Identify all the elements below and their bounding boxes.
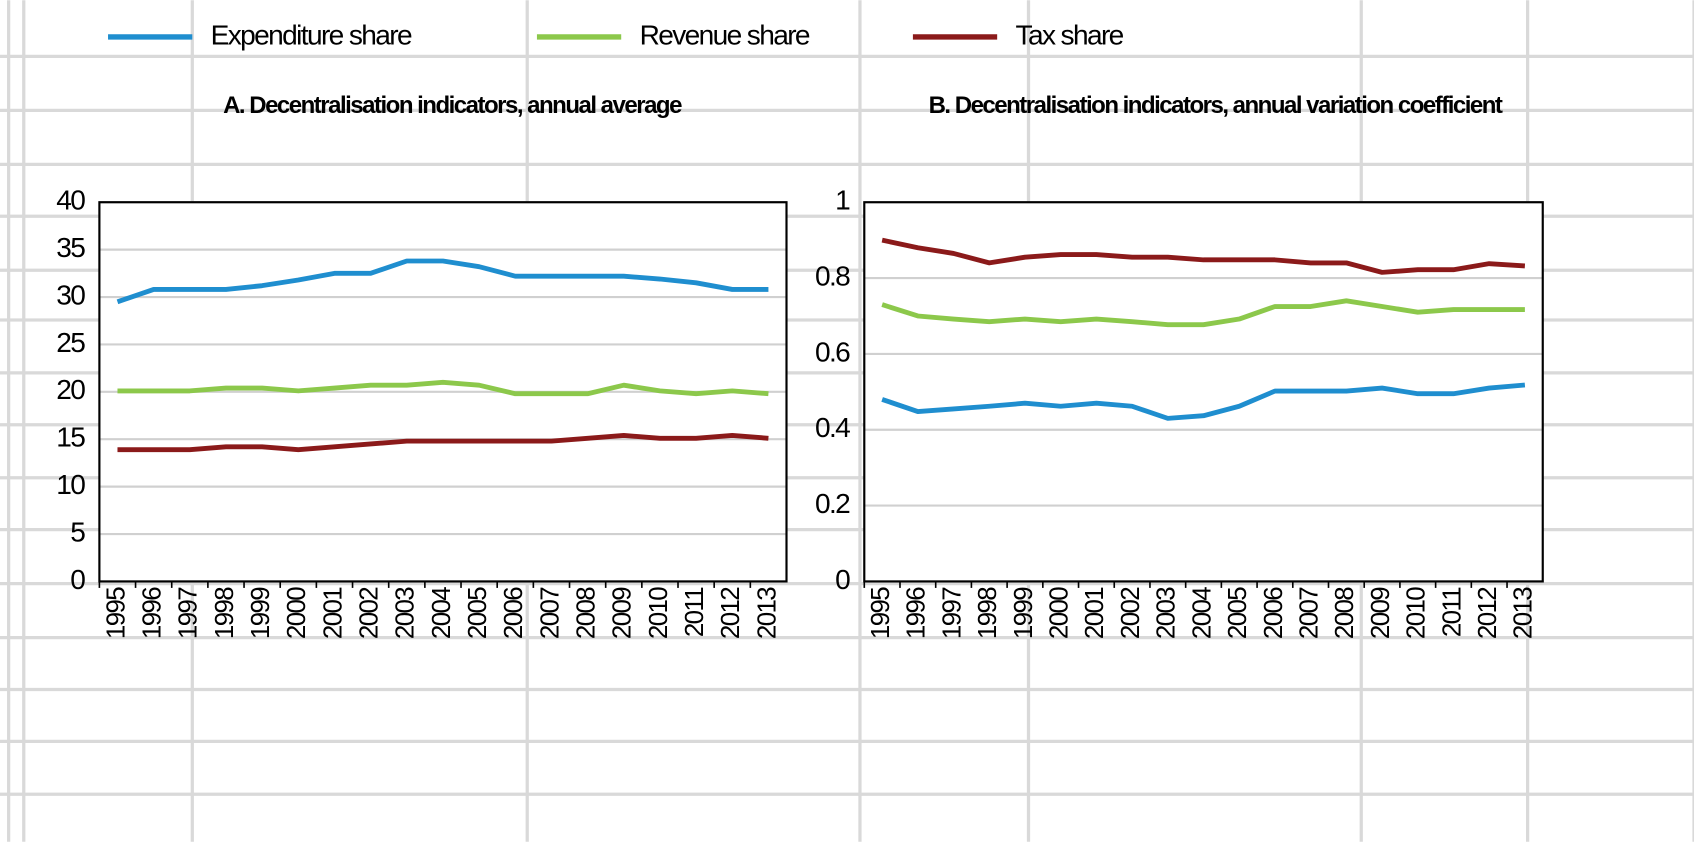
x-tick-label: 1996 <box>903 587 931 639</box>
y-tick-label: 20 <box>56 374 85 405</box>
panel-a-title: A. Decentralisation indicators, annual a… <box>223 92 682 119</box>
series-line <box>881 382 1526 421</box>
x-tick-label: 2006 <box>500 587 528 639</box>
legend-label: Tax share <box>1016 19 1124 50</box>
plot-frame <box>98 201 788 583</box>
x-tick-label: 1995 <box>867 587 895 639</box>
x-tick-label: 2000 <box>283 587 311 639</box>
series-line <box>881 298 1525 328</box>
x-tick-label: 2013 <box>1510 587 1538 639</box>
y-tick-label: 15 <box>56 422 85 453</box>
x-tick-label: 1997 <box>938 587 966 639</box>
y-tick-label: 0.8 <box>815 260 850 291</box>
x-tick-label: 1998 <box>211 587 239 639</box>
x-tick-label: 2001 <box>319 587 347 639</box>
series-line <box>117 433 769 453</box>
y-tick-label: 0 <box>70 564 85 595</box>
x-tick-label: 2003 <box>392 587 420 639</box>
y-tick-label: 25 <box>56 327 85 358</box>
series-line <box>116 258 769 305</box>
x-tick-label: 1999 <box>247 587 275 639</box>
x-tick-label: 2008 <box>1331 587 1359 639</box>
x-tick-label: 2010 <box>1403 587 1431 639</box>
y-tick-label: 40 <box>56 185 85 216</box>
y-tick-label: 0.4 <box>815 412 850 443</box>
x-tick-label: 2007 <box>536 587 564 639</box>
x-tick-label: 2009 <box>1367 587 1395 639</box>
x-tick-label: 1998 <box>974 587 1002 639</box>
y-tick-label: 1 <box>835 185 850 216</box>
x-tick-label: 1995 <box>102 587 130 639</box>
y-tick-label: 30 <box>56 279 85 310</box>
x-tick-label: 2006 <box>1260 587 1288 639</box>
x-tick-label: 1997 <box>175 587 203 639</box>
x-tick-label: 2002 <box>1117 587 1145 639</box>
plot-frame <box>863 201 1544 583</box>
x-tick-label: 2005 <box>1224 587 1252 639</box>
series-line <box>117 379 769 397</box>
y-tick-label: 0.2 <box>815 488 850 519</box>
x-tick-label: 2007 <box>1295 587 1323 639</box>
legend-label: Revenue share <box>640 19 810 50</box>
x-tick-label: 2012 <box>1474 587 1502 639</box>
x-tick-label: 1996 <box>138 587 166 639</box>
y-tick-label: 0 <box>835 564 850 595</box>
y-tick-label: 10 <box>56 469 85 500</box>
x-tick-label: 2002 <box>355 587 383 639</box>
x-tick-label: 2013 <box>753 587 781 639</box>
y-tick-label: 35 <box>56 232 85 263</box>
x-tick-label: 2009 <box>609 587 637 639</box>
x-tick-label: 2001 <box>1081 587 1109 639</box>
x-tick-label: 2000 <box>1046 587 1074 639</box>
x-tick-label: 2004 <box>1188 587 1216 639</box>
y-tick-label: 5 <box>70 516 85 547</box>
panel-b-title: B. Decentralisation indicators, annual v… <box>928 92 1503 119</box>
x-tick-label: 2008 <box>572 587 600 639</box>
series-line <box>881 237 1526 275</box>
x-tick-label: 2003 <box>1153 587 1181 639</box>
x-tick-label: 2004 <box>428 587 456 639</box>
x-tick-label: 2011 <box>681 587 709 637</box>
legend-label: Expenditure share <box>211 19 412 50</box>
x-tick-label: 2005 <box>464 587 492 639</box>
x-tick-label: 2010 <box>645 587 673 639</box>
y-tick-label: 0.6 <box>815 336 850 367</box>
x-tick-label: 2012 <box>717 587 745 639</box>
x-tick-label: 1999 <box>1010 587 1038 639</box>
x-tick-label: 2011 <box>1438 587 1466 637</box>
